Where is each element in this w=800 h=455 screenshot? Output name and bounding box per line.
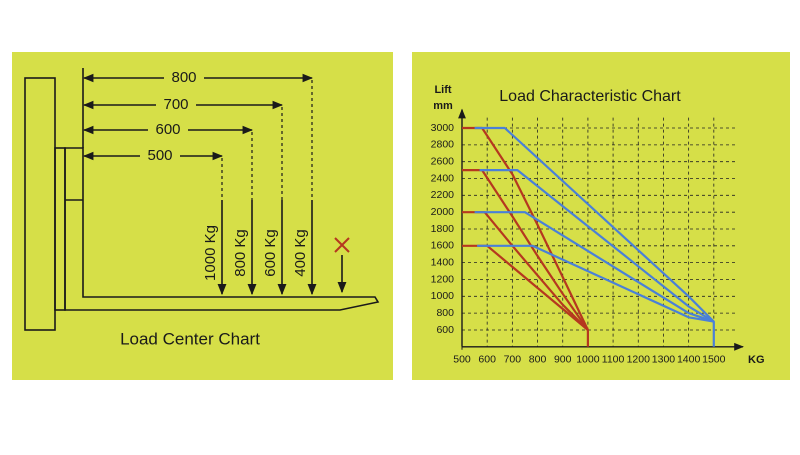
x-tick-label: 1200 <box>627 354 651 366</box>
y-tick-label: 2400 <box>431 172 455 184</box>
x-tick-label: 1100 <box>602 354 625 366</box>
y-axis-unit: mm <box>433 100 453 112</box>
load-label: 800 Kg <box>232 229 249 277</box>
y-tick-label: 2600 <box>431 155 455 167</box>
diagram-caption: Load Center Chart <box>120 329 260 348</box>
y-axis-label: Lift <box>434 84 451 96</box>
y-tick-label: 1400 <box>431 256 455 268</box>
dimension-label: 800 <box>171 69 196 86</box>
dimension-label: 500 <box>147 147 172 164</box>
x-tick-label: 1400 <box>677 354 701 366</box>
dimension-group: 800 700 600 500 1000 Kg 800 Kg 600 Kg 400 Kg <box>82 69 317 296</box>
y-tick-label: 3000 <box>431 122 455 134</box>
dimension-label: 600 <box>155 121 180 138</box>
x-axis-label: KG <box>748 354 765 366</box>
load-label: 1000 Kg <box>202 225 219 281</box>
dimension-label: 700 <box>163 96 188 113</box>
no-load-mark <box>334 237 350 294</box>
series-line <box>477 244 714 323</box>
x-tick-label: 800 <box>529 354 547 366</box>
y-tick-label: 2800 <box>431 139 455 151</box>
y-tick-label: 600 <box>436 324 454 336</box>
load-label: 600 Kg <box>262 229 279 277</box>
y-tick-label: 2200 <box>431 189 455 201</box>
x-tick-label: 600 <box>478 354 496 366</box>
y-tick-label: 1200 <box>431 273 455 285</box>
y-tick-label: 800 <box>436 307 454 319</box>
x-tick-label: 1000 <box>576 354 600 366</box>
series-line <box>479 169 715 323</box>
plot: 600 800 1000 1200 1400 1600 1800 2000 2200 2400 26… <box>431 108 744 366</box>
series-line <box>462 169 589 331</box>
chart-title: Load Characteristic Chart <box>499 88 681 105</box>
forklift-drawing <box>24 68 380 331</box>
x-tick-label: 900 <box>554 354 572 366</box>
y-tick-label: 1600 <box>431 240 455 252</box>
y-tick-label: 1000 <box>431 290 455 302</box>
left-panel <box>12 52 393 380</box>
series-line <box>474 126 715 347</box>
x-tick-label: 700 <box>504 354 522 366</box>
load-label: 400 Kg <box>292 229 309 277</box>
x-tick-label: 1500 <box>702 354 726 366</box>
series-line <box>474 211 715 323</box>
x-tick-label: 1300 <box>652 354 676 366</box>
y-tick-label: 2000 <box>431 206 455 218</box>
x-tick-label: 500 <box>453 354 471 366</box>
y-tick-label: 1800 <box>431 223 455 235</box>
